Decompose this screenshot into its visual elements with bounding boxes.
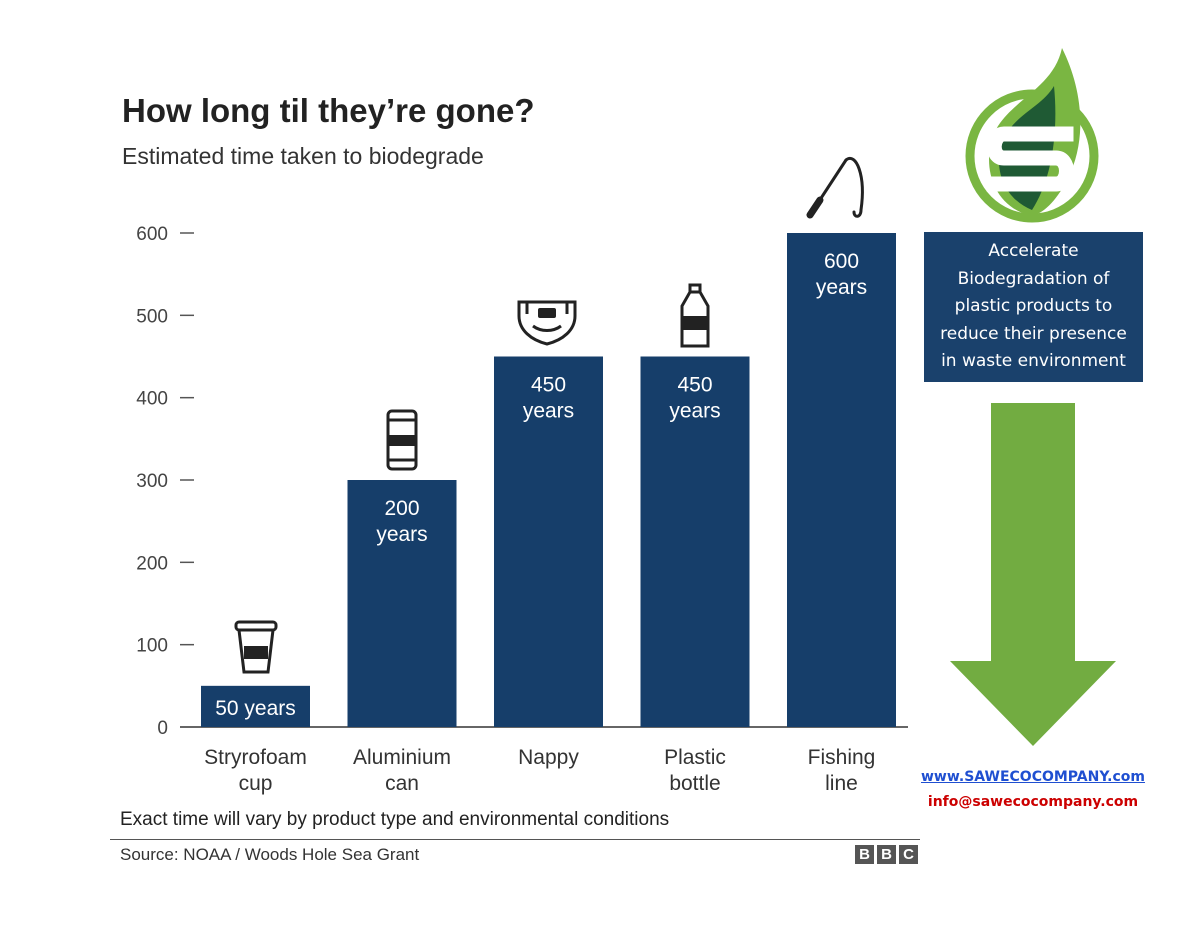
bar-value-label: 50 years: [215, 697, 296, 720]
down-arrow-icon: [950, 403, 1116, 746]
category-label: can: [385, 772, 419, 795]
chart-source: Source: NOAA / Woods Hole Sea Grant: [120, 845, 420, 864]
bar: [787, 233, 896, 727]
y-tick-label: 0: [157, 718, 168, 739]
y-tick-label: 600: [136, 224, 168, 245]
bar: [347, 480, 457, 727]
website-link[interactable]: www.SAWECOCOMPANY.com: [921, 769, 1145, 785]
can-icon: [386, 409, 418, 471]
coffee-cup-icon: [234, 620, 278, 674]
bar-value-label: years: [816, 276, 867, 299]
bar: [201, 685, 310, 727]
y-tick-label: 200: [136, 553, 168, 574]
bar-chart: 0 100 200 300 400 500 600 50 years Stryrofoam cu…: [136, 156, 908, 795]
bbc-letter: B: [877, 845, 896, 864]
fishing-rod-icon: [806, 156, 864, 219]
bbc-logo: B B C: [855, 845, 918, 864]
category-label: Plastic: [664, 746, 726, 769]
callout-text: Accelerate Biodegradation of plastic pro…: [940, 241, 1127, 372]
category-label: Nappy: [518, 746, 579, 769]
category-label: bottle: [669, 772, 720, 795]
y-tick-label: 300: [136, 471, 168, 492]
category-label: Aluminium: [353, 746, 451, 769]
category-label: Stryrofoam: [204, 746, 307, 769]
bottle-icon: [680, 283, 710, 348]
bar-value-label: years: [523, 400, 574, 423]
y-tick-label: 100: [136, 636, 168, 657]
chart-note: Exact time will vary by product type and…: [120, 809, 670, 830]
category-label: Fishing: [808, 746, 876, 769]
bar: [640, 356, 750, 727]
saweco-leaf-s-logo: [965, 48, 1099, 223]
email-link[interactable]: info@sawecocompany.com: [927, 794, 1139, 810]
bar-value-label: 450: [677, 374, 712, 397]
callout-box: Accelerate Biodegradation of plastic pro…: [924, 232, 1143, 382]
footer-divider: [110, 839, 920, 840]
bbc-letter: B: [855, 845, 874, 864]
bar-value-label: 450: [531, 374, 566, 397]
bar-value-label: 200: [384, 497, 419, 520]
y-tick-label: 500: [136, 306, 168, 327]
chart-subtitle: Estimated time taken to biodegrade: [122, 143, 484, 169]
bar: [494, 356, 603, 727]
bar-value-label: 600: [824, 250, 859, 273]
chart-title: How long til they’re gone?: [122, 92, 535, 129]
nappy-icon: [517, 300, 577, 346]
category-label: cup: [239, 772, 273, 795]
bar-value-label: years: [376, 523, 427, 546]
bbc-letter: C: [899, 845, 918, 864]
category-label: line: [825, 772, 858, 795]
y-tick-label: 400: [136, 389, 168, 410]
bar-value-label: years: [669, 400, 720, 423]
